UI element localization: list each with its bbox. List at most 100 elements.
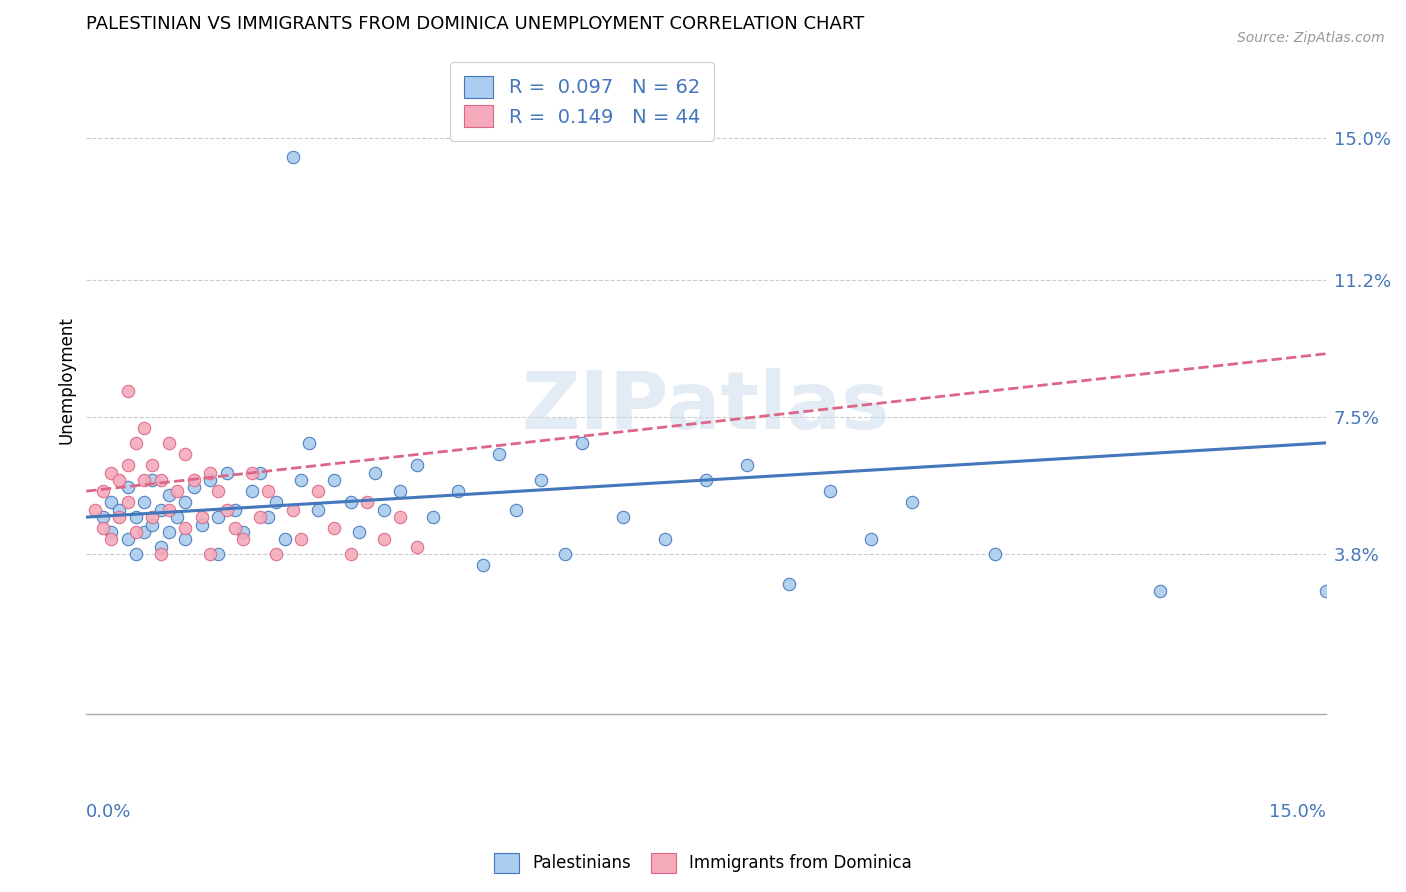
Point bbox=[149, 547, 172, 561]
Point bbox=[100, 495, 122, 509]
Point bbox=[266, 495, 288, 509]
Point bbox=[141, 458, 163, 472]
Point bbox=[257, 484, 280, 499]
Point bbox=[141, 510, 163, 524]
Point bbox=[100, 533, 122, 547]
Point bbox=[1315, 584, 1337, 599]
Point bbox=[157, 436, 180, 450]
Point bbox=[183, 473, 205, 487]
Point bbox=[373, 502, 395, 516]
Point bbox=[125, 510, 148, 524]
Point bbox=[125, 436, 148, 450]
Point bbox=[157, 502, 180, 516]
Point bbox=[91, 510, 114, 524]
Point bbox=[364, 466, 387, 480]
Point bbox=[471, 558, 494, 573]
Point bbox=[83, 502, 105, 516]
Point bbox=[215, 502, 238, 516]
Point bbox=[290, 473, 312, 487]
Point bbox=[290, 533, 312, 547]
Point bbox=[447, 484, 470, 499]
Point bbox=[149, 473, 172, 487]
Point bbox=[281, 502, 304, 516]
Point bbox=[108, 502, 131, 516]
Point bbox=[191, 517, 214, 532]
Text: Source: ZipAtlas.com: Source: ZipAtlas.com bbox=[1237, 31, 1385, 45]
Point bbox=[224, 521, 246, 535]
Point bbox=[215, 466, 238, 480]
Point bbox=[778, 577, 800, 591]
Point bbox=[174, 533, 197, 547]
Point bbox=[224, 502, 246, 516]
Point bbox=[91, 484, 114, 499]
Point bbox=[347, 524, 370, 539]
Point bbox=[554, 547, 576, 561]
Point bbox=[125, 547, 148, 561]
Point bbox=[298, 436, 321, 450]
Point bbox=[488, 447, 510, 461]
Legend: Palestinians, Immigrants from Dominica: Palestinians, Immigrants from Dominica bbox=[488, 847, 918, 880]
Point bbox=[108, 473, 131, 487]
Point bbox=[141, 517, 163, 532]
Point bbox=[191, 510, 214, 524]
Point bbox=[281, 150, 304, 164]
Point bbox=[505, 502, 527, 516]
Point bbox=[323, 473, 346, 487]
Point bbox=[100, 466, 122, 480]
Point bbox=[149, 540, 172, 554]
Text: ZIPatlas: ZIPatlas bbox=[522, 368, 890, 445]
Point bbox=[157, 488, 180, 502]
Point bbox=[339, 495, 361, 509]
Point bbox=[117, 533, 139, 547]
Point bbox=[207, 547, 229, 561]
Point bbox=[232, 533, 254, 547]
Point bbox=[183, 480, 205, 494]
Point bbox=[240, 484, 263, 499]
Point bbox=[100, 524, 122, 539]
Point bbox=[273, 533, 295, 547]
Point bbox=[108, 510, 131, 524]
Point bbox=[207, 484, 229, 499]
Point bbox=[166, 510, 188, 524]
Point bbox=[356, 495, 378, 509]
Point bbox=[307, 502, 329, 516]
Point bbox=[134, 473, 156, 487]
Point bbox=[174, 521, 197, 535]
Point bbox=[174, 495, 197, 509]
Point bbox=[141, 473, 163, 487]
Point bbox=[240, 466, 263, 480]
Point bbox=[901, 495, 924, 509]
Point bbox=[134, 495, 156, 509]
Point bbox=[818, 484, 841, 499]
Point bbox=[117, 480, 139, 494]
Point bbox=[134, 524, 156, 539]
Point bbox=[174, 447, 197, 461]
Point bbox=[125, 524, 148, 539]
Point bbox=[389, 484, 412, 499]
Point bbox=[323, 521, 346, 535]
Point bbox=[166, 484, 188, 499]
Point bbox=[984, 547, 1007, 561]
Point bbox=[339, 547, 361, 561]
Point bbox=[200, 547, 222, 561]
Point bbox=[117, 458, 139, 472]
Point bbox=[117, 495, 139, 509]
Point bbox=[249, 466, 271, 480]
Point bbox=[200, 473, 222, 487]
Point bbox=[134, 421, 156, 435]
Point bbox=[695, 473, 717, 487]
Point bbox=[117, 384, 139, 398]
Point bbox=[157, 524, 180, 539]
Point bbox=[405, 458, 427, 472]
Point bbox=[654, 533, 676, 547]
Text: 15.0%: 15.0% bbox=[1268, 803, 1326, 821]
Point bbox=[257, 510, 280, 524]
Point bbox=[612, 510, 634, 524]
Point bbox=[405, 540, 427, 554]
Point bbox=[860, 533, 883, 547]
Point bbox=[571, 436, 593, 450]
Point bbox=[207, 510, 229, 524]
Point bbox=[389, 510, 412, 524]
Text: 0.0%: 0.0% bbox=[86, 803, 132, 821]
Point bbox=[530, 473, 553, 487]
